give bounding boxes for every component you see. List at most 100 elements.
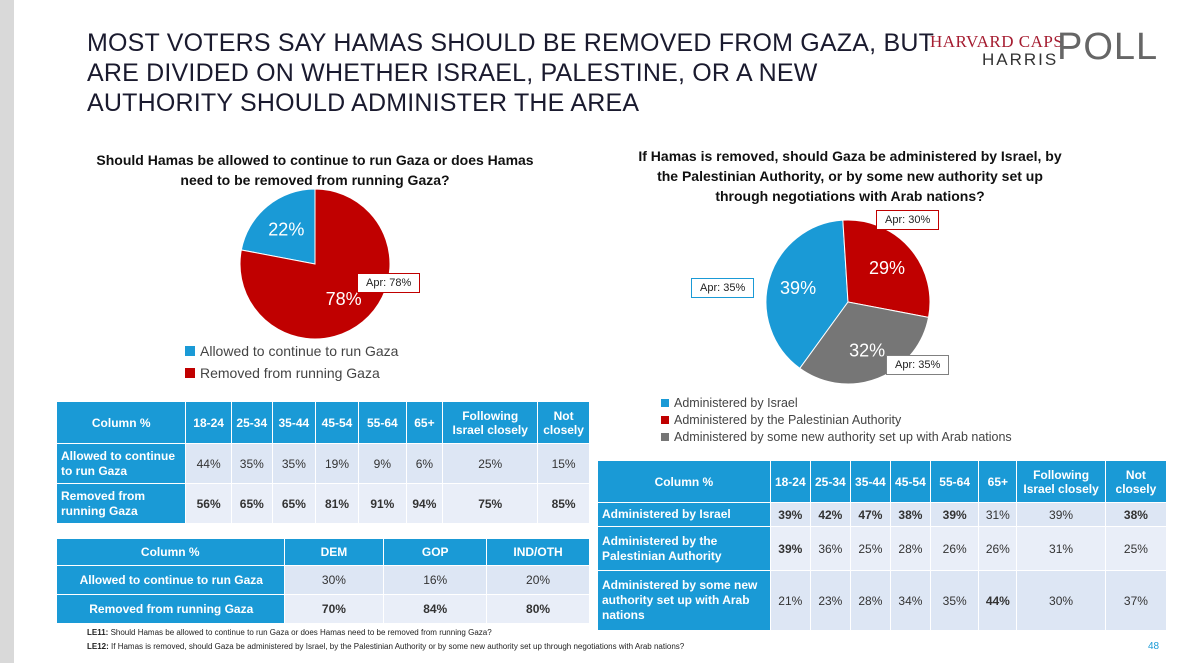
table-row: Administered by some new authority set u… [597,570,1168,631]
chart2-callout-pa: Apr: 30% [876,210,940,230]
table-cell: 91% [358,483,407,524]
table-cell: 47% [849,502,891,527]
col-header: 18-24 [769,460,811,503]
table-cell: 39% [769,502,811,527]
table-cell: 81% [314,483,360,524]
table-cell: 39% [929,502,980,527]
table-row: Administered by Israel 39% 42% 47% 38% 3… [597,502,1168,527]
chart1-title: Should Hamas be allowed to continue to r… [96,152,534,188]
row-label: Administered by the Palestinian Authorit… [597,526,771,571]
table-cell: 84% [383,594,488,624]
table-cell: 65% [230,483,273,524]
table-cell: 37% [1104,570,1168,631]
chart1-callout-apr: Apr: 78% [357,273,421,293]
pie-chart-gaza-administration: 39% 29% 32% [765,219,931,385]
side-strip [0,0,14,663]
pie-label-palestinian-authority: 29% [869,258,905,278]
table-cell: 85% [537,483,590,524]
col-header: 18-24 [185,401,232,444]
page-title: MOST VOTERS SAY HAMAS SHOULD BE REMOVED … [87,28,935,118]
legend-swatch-blue [185,346,195,356]
table-row: Allowed to continue to run Gaza 44% 35% … [55,443,590,484]
footnote-le11: LE11: Should Hamas be allowed to continu… [87,628,492,637]
footnote-code: LE12: [87,642,109,651]
col-header: 35-44 [271,401,316,444]
table-cell: 6% [405,443,444,484]
table-cell: 25% [1104,526,1168,571]
chart2-legend: Administered by Israel Administered by t… [661,394,1012,445]
table-cell: 23% [809,570,851,631]
col-header: Not closely [537,401,590,444]
table-cell: 26% [929,526,980,571]
logo-line-1: HARVARD CAPS [930,32,1064,51]
table-row: Allowed to continue to run Gaza 30% 16% … [56,565,590,595]
col-header: 65+ [405,401,444,444]
legend-item-pa: Administered by the Palestinian Authorit… [661,411,1012,428]
table-cell: 9% [358,443,407,484]
legend-swatch-grey [661,432,669,441]
table-cell: 31% [1016,526,1106,571]
table-cell: 80% [486,594,590,624]
legend-item-new-authority: Administered by some new authority set u… [661,428,1012,445]
col-header: 55-64 [929,460,980,503]
legend-item-israel: Administered by Israel [661,394,1012,411]
title-line-1: MOST VOTERS SAY HAMAS SHOULD BE REMOVED … [87,29,935,57]
col-header: Not closely [1104,460,1168,503]
col-header: 35-44 [849,460,891,503]
legend-swatch-red [661,415,669,424]
table-cell: 34% [889,570,931,631]
table-cell: 19% [314,443,360,484]
row-label: Removed from running Gaza [56,594,285,624]
table-cell: 44% [978,570,1018,631]
pie-label-new-authority: 32% [849,341,885,361]
table-cell: 35% [230,443,273,484]
table-cell: 94% [405,483,444,524]
table-cell: 28% [889,526,931,571]
table-cell: 38% [1104,502,1168,527]
pie-slice-allowed [240,188,316,265]
footnote-le12: LE12: If Hamas is removed, should Gaza b… [87,642,684,651]
pie-label-removed: 78% [326,289,362,309]
table-cell: 25% [442,443,539,484]
legend-label: Administered by some new authority set u… [674,429,1012,444]
legend-item-allowed: Allowed to continue to run Gaza [185,340,398,362]
page-number: 48 [1148,641,1160,652]
legend-item-removed: Removed from running Gaza [185,362,398,384]
row-label: Removed from running Gaza [55,483,187,524]
col-header: 55-64 [358,401,407,444]
col-header: DEM [283,538,385,566]
chart2-callout-israel: Apr: 35% [691,278,755,298]
table-cell: 36% [809,526,851,571]
title-line-3: AUTHORITY SHOULD ADMINISTER THE AREA [87,89,640,117]
table-cell: 44% [185,443,232,484]
title-line-2: ARE DIVIDED ON WHETHER ISRAEL, PALESTINE… [87,59,818,87]
table-cell: 30% [1016,570,1106,631]
col-header: 45-54 [889,460,931,503]
col-header: 25-34 [809,460,851,503]
col-header: 65+ [978,460,1018,503]
table-cell: 39% [769,526,811,571]
logo-line-2: HARRIS [982,50,1059,69]
col-header: Column % [597,460,771,503]
col-header: Following Israel closely [1016,460,1106,503]
footnote-text: Should Hamas be allowed to continue to r… [108,628,492,637]
table-cell: 35% [929,570,980,631]
row-label: Allowed to continue to run Gaza [56,565,285,595]
pie-label-israel: 39% [780,278,816,298]
legend-label: Removed from running Gaza [200,365,380,381]
col-header: Following Israel closely [442,401,539,444]
legend-swatch-red [185,368,195,378]
legend-label: Administered by Israel [674,395,798,410]
table-age-following: Column % 18-24 25-34 35-44 45-54 55-64 6… [55,401,590,524]
table-cell: 65% [271,483,316,524]
table-cell: 42% [809,502,851,527]
legend-label: Administered by the Palestinian Authorit… [674,412,902,427]
table-row: Removed from running Gaza 70% 84% 80% [56,594,590,624]
chart1-legend: Allowed to continue to run Gaza Removed … [185,340,398,384]
table-cell: 39% [1016,502,1106,527]
table-cell: 31% [978,502,1018,527]
table-cell: 26% [978,526,1018,571]
harvard-caps-harris-poll-logo: HARVARD CAPS HARRIS POLL [930,27,1160,72]
table-cell: 38% [889,502,931,527]
table-cell: 56% [185,483,232,524]
